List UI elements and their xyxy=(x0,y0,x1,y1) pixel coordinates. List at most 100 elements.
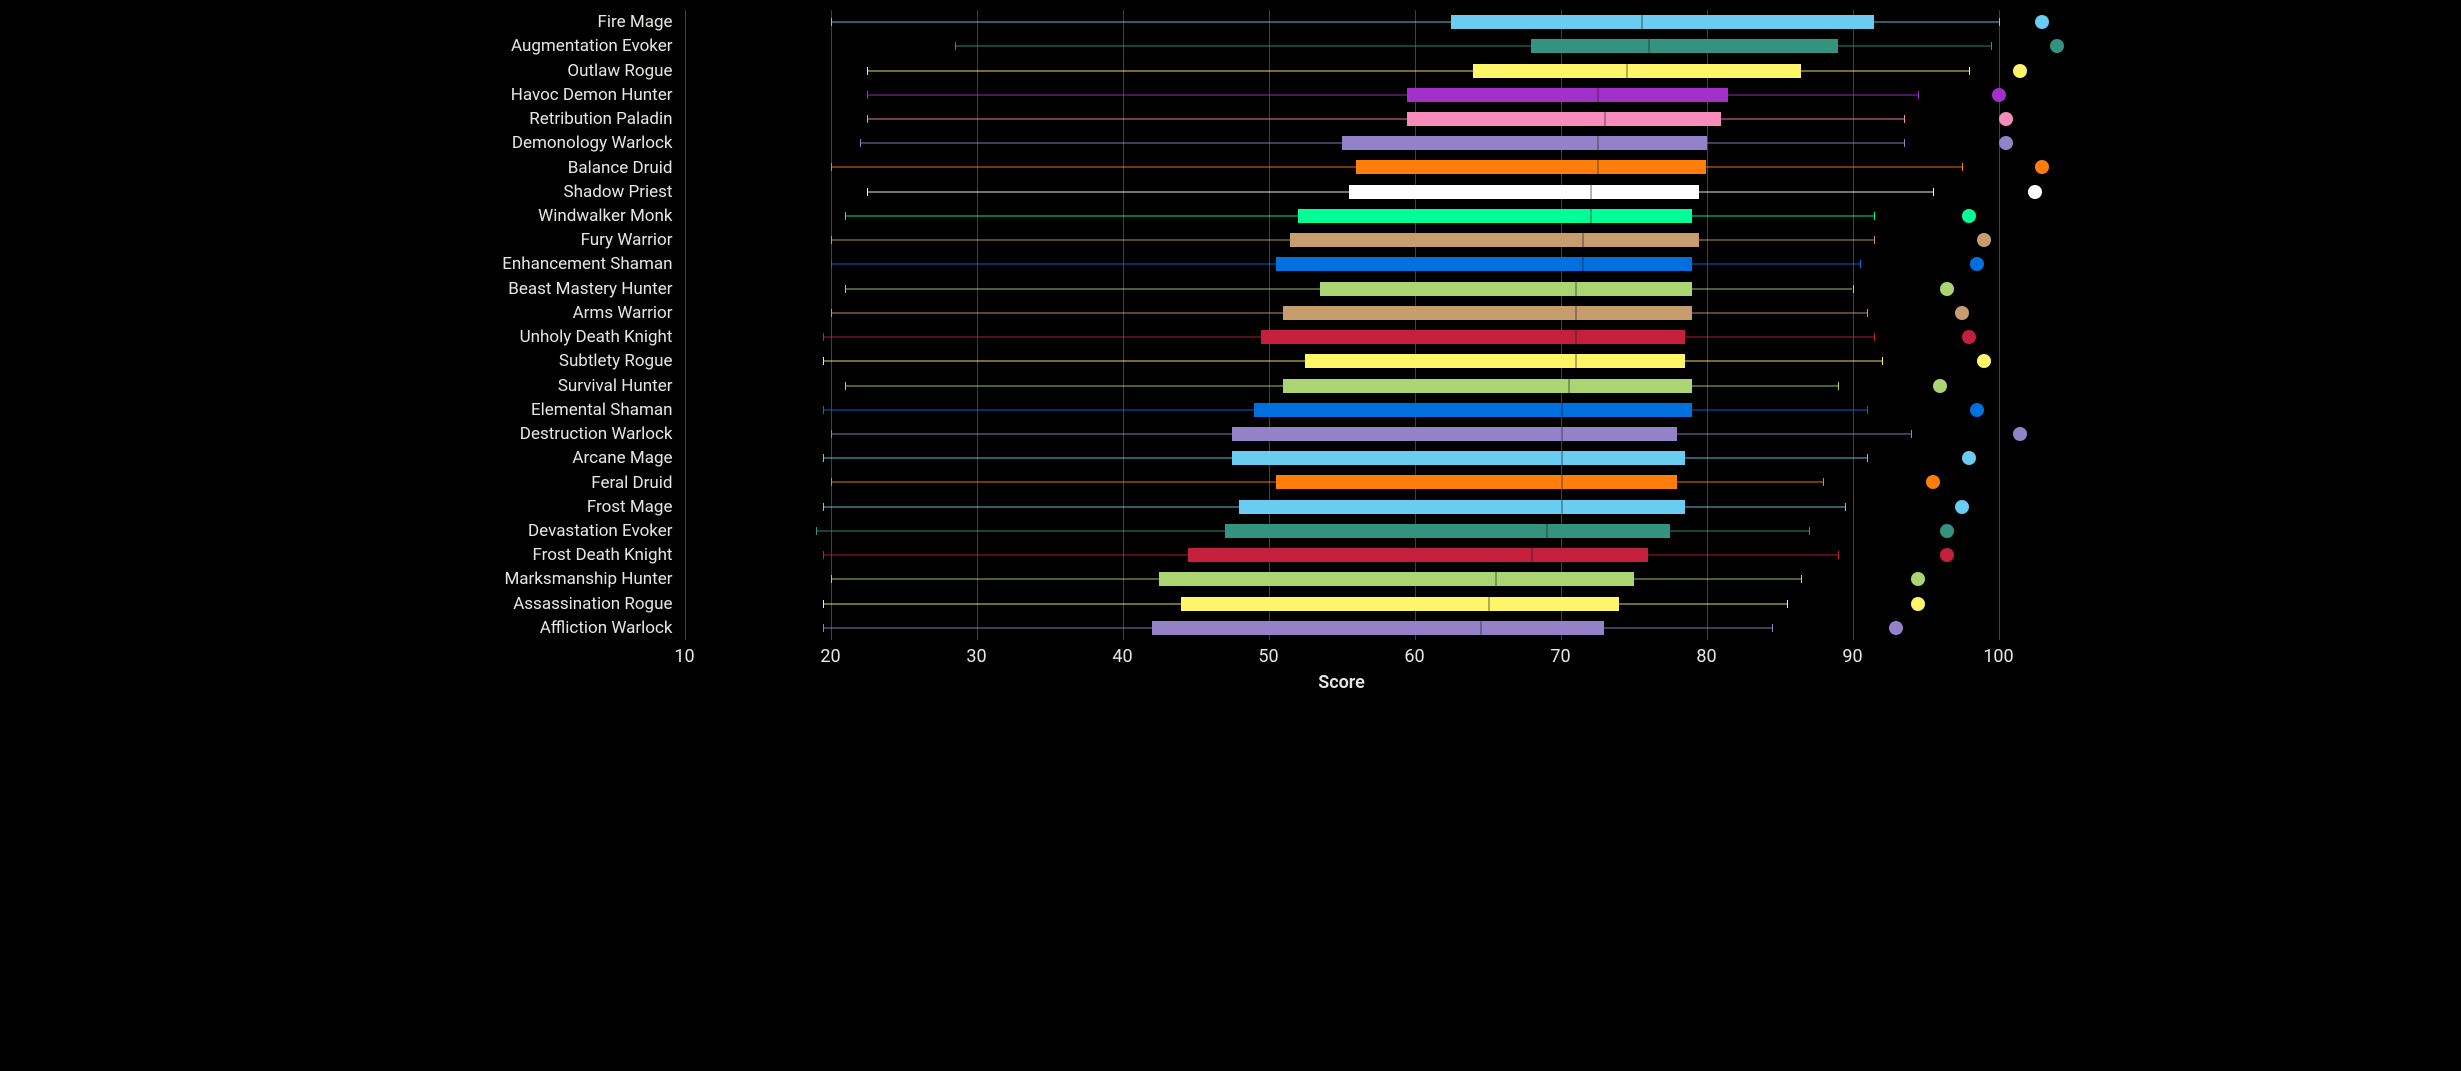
x-tick-label: 100 xyxy=(1983,646,2013,667)
median-line xyxy=(1546,524,1548,538)
whisker-cap xyxy=(1801,575,1802,583)
y-category-label: Balance Druid xyxy=(568,158,673,178)
iqr-box xyxy=(1181,597,1619,611)
series-dot xyxy=(1970,257,1984,271)
series-dot xyxy=(1940,548,1954,562)
boxplot-row xyxy=(685,131,1999,155)
whisker-cap xyxy=(1809,527,1810,535)
iqr-box xyxy=(1159,572,1634,586)
median-line xyxy=(1626,64,1628,78)
whisker-cap xyxy=(1969,67,1970,75)
x-axis-title: Score xyxy=(1318,672,1365,693)
iqr-box xyxy=(1283,379,1692,393)
y-category-label: Destruction Warlock xyxy=(520,424,673,444)
y-category-label: Shadow Priest xyxy=(564,182,673,202)
y-category-label: Frost Mage xyxy=(587,497,673,517)
x-tick-label: 30 xyxy=(966,646,986,667)
boxplot-row xyxy=(685,277,1999,301)
series-dot xyxy=(2028,185,2042,199)
boxplot-row xyxy=(685,592,1999,616)
iqr-box xyxy=(1254,403,1692,417)
iqr-box xyxy=(1298,209,1692,223)
iqr-box xyxy=(1232,427,1677,441)
y-category-label: Windwalker Monk xyxy=(538,206,672,226)
whisker-cap xyxy=(823,406,824,414)
series-dot xyxy=(1911,572,1925,586)
iqr-box xyxy=(1342,136,1707,150)
whisker-cap xyxy=(1867,454,1868,462)
boxplot-row xyxy=(685,10,1999,34)
whisker-cap xyxy=(845,382,846,390)
whisker-cap xyxy=(823,357,824,365)
whisker-cap xyxy=(831,260,832,268)
series-dot xyxy=(1977,354,1991,368)
median-line xyxy=(1568,379,1570,393)
iqr-box xyxy=(1305,354,1685,368)
whisker-cap xyxy=(823,551,824,559)
x-tick-label: 20 xyxy=(820,646,840,667)
boxplot-row xyxy=(685,495,1999,519)
boxplot-row xyxy=(685,567,1999,591)
median-line xyxy=(1590,185,1592,199)
iqr-box xyxy=(1239,500,1684,514)
median-line xyxy=(1488,597,1490,611)
whisker-cap xyxy=(1823,478,1824,486)
whisker-cap xyxy=(831,430,832,438)
plot-area xyxy=(685,10,1999,640)
series-dot xyxy=(1962,451,1976,465)
series-dot xyxy=(1970,403,1984,417)
whisker-cap xyxy=(831,18,832,26)
whisker-cap xyxy=(831,163,832,171)
y-category-label: Beast Mastery Hunter xyxy=(508,279,672,299)
x-tick-label: 70 xyxy=(1550,646,1570,667)
y-category-label: Retribution Paladin xyxy=(529,109,672,129)
median-line xyxy=(1561,451,1563,465)
iqr-box xyxy=(1152,621,1605,635)
iqr-box xyxy=(1531,39,1838,53)
median-line xyxy=(1604,112,1606,126)
x-tick-label: 50 xyxy=(1258,646,1278,667)
y-category-label: Havoc Demon Hunter xyxy=(511,85,673,105)
y-category-label: Demonology Warlock xyxy=(512,133,673,153)
boxplot-row xyxy=(685,519,1999,543)
whisker-cap xyxy=(1845,503,1846,511)
series-dot xyxy=(1999,112,2013,126)
iqr-box xyxy=(1276,475,1678,489)
whisker-cap xyxy=(831,309,832,317)
boxplot-row xyxy=(685,252,1999,276)
series-dot xyxy=(1999,136,2013,150)
iqr-box xyxy=(1349,185,1699,199)
whisker-cap xyxy=(831,575,832,583)
median-line xyxy=(1575,282,1577,296)
y-category-label: Augmentation Evoker xyxy=(511,36,673,56)
y-category-label: Arcane Mage xyxy=(572,448,672,468)
whisker-cap xyxy=(1904,139,1905,147)
boxplot-row xyxy=(685,325,1999,349)
whisker-cap xyxy=(1933,188,1934,196)
median-line xyxy=(1561,500,1563,514)
iqr-box xyxy=(1232,451,1685,465)
series-dot xyxy=(2035,15,2049,29)
iqr-box xyxy=(1407,88,1728,102)
x-tick-label: 90 xyxy=(1842,646,1862,667)
whisker-cap xyxy=(845,212,846,220)
whisker-cap xyxy=(823,600,824,608)
y-category-label: Survival Hunter xyxy=(558,376,673,396)
whisker xyxy=(867,70,1969,71)
whisker-cap xyxy=(1838,382,1839,390)
y-category-label: Arms Warrior xyxy=(573,303,673,323)
iqr-box xyxy=(1225,524,1670,538)
iqr-box xyxy=(1290,233,1699,247)
boxplot-row xyxy=(685,616,1999,640)
boxplot-row xyxy=(685,373,1999,397)
series-dot xyxy=(1911,597,1925,611)
whisker-cap xyxy=(1867,406,1868,414)
whisker-cap xyxy=(1874,212,1875,220)
y-category-label: Unholy Death Knight xyxy=(520,327,673,347)
x-tick-label: 60 xyxy=(1404,646,1424,667)
whisker-cap xyxy=(823,503,824,511)
y-category-label: Outlaw Rogue xyxy=(567,61,672,81)
whisker-cap xyxy=(1853,285,1854,293)
series-dot xyxy=(1940,524,1954,538)
whisker-cap xyxy=(867,67,868,75)
